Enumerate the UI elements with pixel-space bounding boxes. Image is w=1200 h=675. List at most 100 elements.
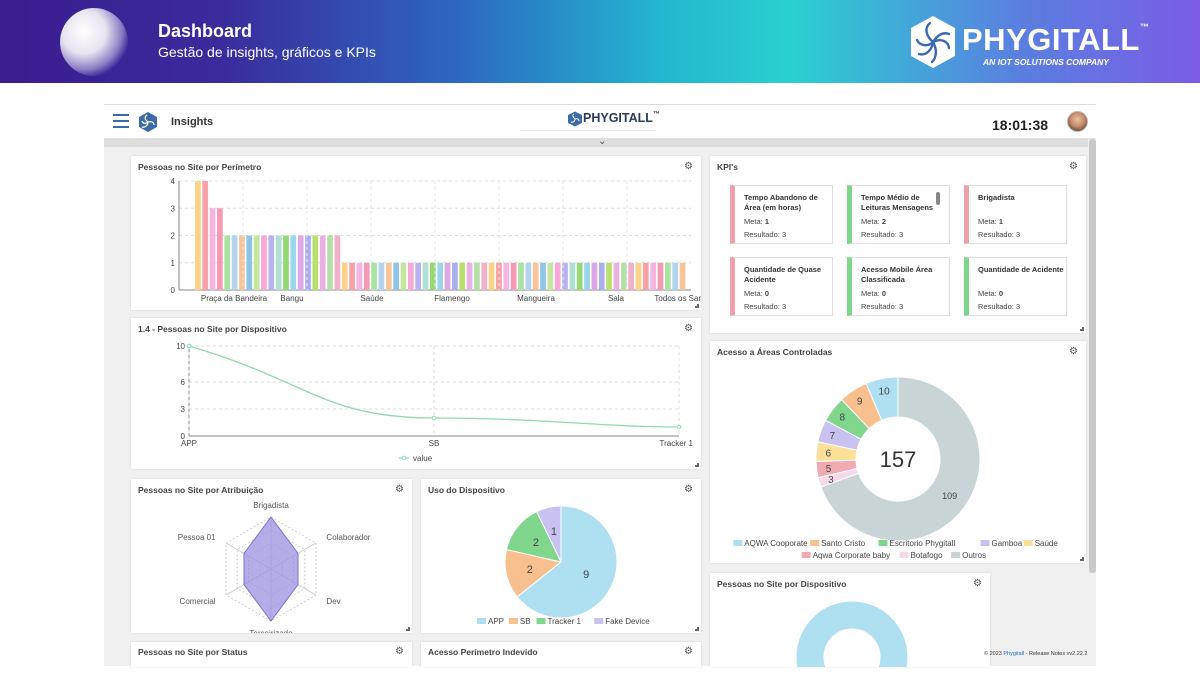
- kpi-title: Quantidade de Acidente: [978, 265, 1064, 274]
- user-avatar[interactable]: [1067, 111, 1088, 132]
- legend-swatch: [980, 540, 990, 546]
- bar: [246, 235, 253, 290]
- data-point: [431, 415, 437, 421]
- y-tick-label: 1: [171, 259, 176, 268]
- gear-icon[interactable]: ⚙: [1069, 346, 1078, 357]
- kpi-title: Quantidade de Quase Acidente: [744, 265, 822, 284]
- kpi-result: Resultado: 3: [861, 230, 904, 239]
- resize-handle-icon[interactable]: [695, 463, 699, 467]
- donut-slice: [820, 376, 981, 542]
- x-tick-label: Mangueira: [517, 294, 555, 303]
- resize-handle-icon[interactable]: [1080, 557, 1084, 561]
- app-logo-icon[interactable]: [138, 111, 158, 133]
- kpi-meta: Meta: 0: [744, 289, 770, 298]
- device-donut-ring: [796, 601, 908, 667]
- collapse-bar[interactable]: [104, 139, 1088, 147]
- header-banner: Dashboard Gestão de insights, gráficos e…: [0, 0, 1200, 83]
- card-title: Pessoas no Site por Atribuição: [138, 485, 264, 495]
- legend-swatch: [878, 540, 888, 546]
- bar: [341, 262, 348, 290]
- bar: [334, 235, 341, 290]
- slice-value: 109: [942, 491, 957, 501]
- resize-handle-icon[interactable]: [1080, 327, 1084, 331]
- resize-handle-icon[interactable]: [695, 304, 699, 308]
- footer-link[interactable]: Phygitall: [1003, 651, 1025, 657]
- kpi-card[interactable]: Quantidade de Acidente Meta: 0 Resultado…: [964, 257, 1067, 316]
- gear-icon[interactable]: ⚙: [684, 323, 693, 334]
- bar: [393, 262, 399, 290]
- data-point: [676, 424, 682, 430]
- bar: [518, 262, 524, 290]
- gear-icon[interactable]: ⚙: [684, 646, 693, 657]
- legend-label: Santo Cristo: [821, 539, 866, 548]
- legend-label: Tracker 1: [548, 617, 582, 626]
- bar: [620, 262, 627, 290]
- radar-label: Pessoa 01: [178, 533, 216, 542]
- bar: [598, 262, 605, 290]
- kpi-card[interactable]: Acesso Mobile Área Classificada Meta: 0 …: [847, 257, 950, 316]
- legend-label: Fake Device: [605, 617, 650, 626]
- bar: [466, 262, 473, 290]
- kpi-card[interactable]: Quantidade de Quase Acidente Meta: 0 Res…: [730, 257, 833, 316]
- clock: 18:01:38: [992, 117, 1049, 133]
- kpi-card[interactable]: Tempo Abandono de Área (em horas) Meta: …: [730, 185, 833, 244]
- resize-handle-icon[interactable]: [406, 627, 410, 631]
- bar: [319, 235, 326, 290]
- kpi-meta: Meta: 0: [978, 289, 1004, 298]
- kpi-meta: Meta: 1: [744, 217, 770, 226]
- resize-handle-icon[interactable]: [695, 627, 699, 631]
- chevron-down-icon[interactable]: ⌄: [598, 136, 607, 147]
- y-tick-label: 0: [181, 432, 186, 441]
- legend-swatch: [899, 552, 909, 558]
- menu-icon[interactable]: [113, 114, 129, 128]
- gear-icon[interactable]: ⚙: [684, 161, 693, 172]
- bar: [591, 262, 598, 290]
- bar: [606, 262, 612, 290]
- bar: [429, 262, 436, 290]
- kpi-result: Resultado: 3: [978, 230, 1021, 239]
- kpi-scrollbar[interactable]: [936, 192, 940, 205]
- kpi-title: Acesso Mobile Área Classificada: [861, 265, 933, 284]
- pie-slice: [505, 510, 562, 563]
- scrollbar[interactable]: [1089, 139, 1096, 573]
- bar: [224, 235, 231, 290]
- bar: [650, 262, 657, 290]
- bar: [444, 262, 451, 290]
- kpi-title: Brigadista: [978, 193, 1015, 202]
- center-brand-name: PHYGITALL™: [583, 111, 660, 125]
- bar: [371, 262, 377, 290]
- bar: [407, 262, 414, 290]
- gear-icon[interactable]: ⚙: [395, 646, 404, 657]
- bar: [400, 262, 407, 290]
- donut-center-total: 157: [880, 447, 917, 472]
- bar: [231, 235, 238, 290]
- slice-value: 2: [533, 537, 539, 549]
- card-status: Pessoas no Site por Status ⚙: [131, 642, 412, 667]
- legend-label: Saúde: [1035, 539, 1059, 548]
- gear-icon[interactable]: ⚙: [973, 578, 982, 589]
- gear-icon[interactable]: ⚙: [1069, 161, 1078, 172]
- bar: [628, 262, 634, 290]
- x-tick-label: Todos os Santos: [654, 294, 701, 303]
- bar: [481, 262, 488, 290]
- y-tick-label: 3: [171, 204, 176, 213]
- gear-icon[interactable]: ⚙: [395, 484, 404, 495]
- bar: [290, 235, 297, 290]
- card-title: 1.4 - Pessoas no Site por Dispositivo: [138, 324, 287, 334]
- donut-slice: [815, 459, 858, 479]
- x-tick-label: Bangu: [280, 294, 303, 303]
- kpi-meta: Meta: 2: [861, 217, 887, 226]
- bar: [297, 235, 304, 290]
- kpi-card[interactable]: Tempo Médio de Leituras Mensagens Meta: …: [847, 185, 950, 244]
- radar-chart: Brigadista Colaborador Dev Terceirizado Come…: [178, 501, 371, 633]
- slice-value: 3: [828, 475, 834, 486]
- radar-area: [243, 516, 299, 622]
- card-dispositivo-donut: Pessoas no Site por Dispositivo ⚙: [710, 573, 990, 667]
- gear-icon[interactable]: ⚙: [684, 484, 693, 495]
- radar-label: Brigadista: [253, 501, 289, 510]
- donut-ring: [796, 601, 908, 667]
- kpi-card[interactable]: Brigadista Meta: 1 Resultado: 3: [964, 185, 1067, 244]
- slice-value: 9: [857, 396, 863, 407]
- bar: [584, 262, 590, 290]
